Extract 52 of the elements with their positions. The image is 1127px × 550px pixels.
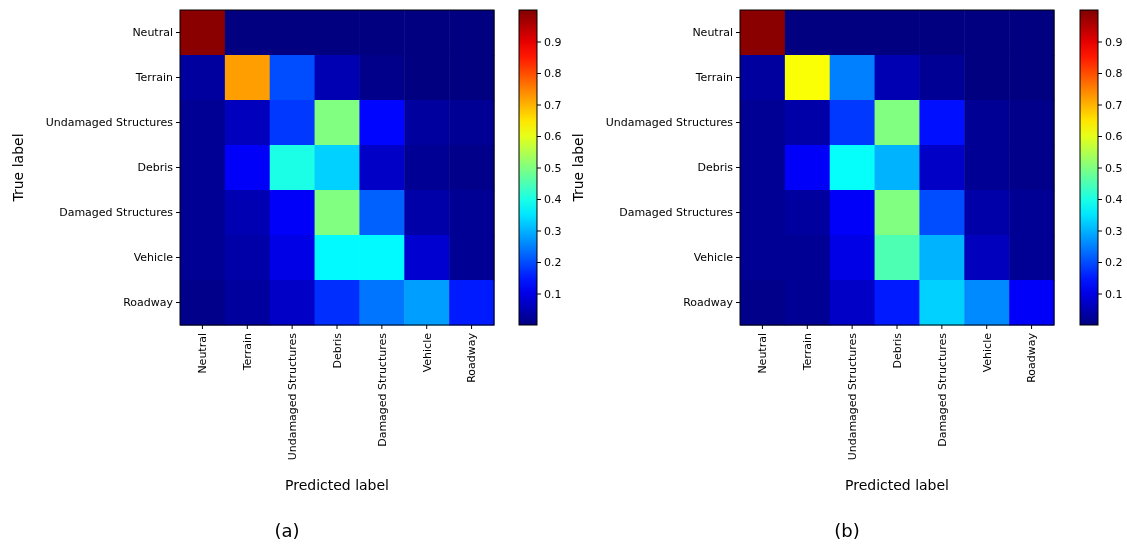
color-bar-label: 0.2 xyxy=(1105,256,1123,270)
x-axis-title: Predicted label xyxy=(284,477,390,493)
y-tick-label: Terrain xyxy=(134,71,174,85)
color-bar-label: 0.6 xyxy=(544,130,562,144)
x-tick-label: Damaged Structures xyxy=(375,332,389,447)
y-tick-label: Undamaged Structures xyxy=(605,116,734,130)
y-axis-title: True label xyxy=(10,133,26,203)
y-tick-label: Vehicle xyxy=(133,251,174,265)
x-tick-label: Vehicle xyxy=(420,332,434,373)
y-tick-label: Undamaged Structures xyxy=(45,116,174,130)
color-bar-label: 0.9 xyxy=(1105,35,1123,49)
color-bar-label: 0.9 xyxy=(544,35,562,49)
color-bar-label: 0.1 xyxy=(544,287,562,301)
color-bar-label: 0.5 xyxy=(544,161,562,175)
color-bar-label: 0.1 xyxy=(1105,287,1123,301)
color-bar-label: 0.2 xyxy=(544,256,562,270)
x-tick-label: Roadway xyxy=(1025,332,1039,383)
text: (a) xyxy=(274,520,300,541)
y-tick-label: Neutral xyxy=(692,26,733,40)
x-tick-label: Debris xyxy=(330,332,344,369)
y-tick-label: Damaged Structures xyxy=(619,206,734,220)
x-tick-label: Undamaged Structures xyxy=(845,332,859,461)
x-tick-label: Terrain xyxy=(241,332,255,372)
color-bar-label: 0.4 xyxy=(1105,193,1123,207)
color-bar-label: 0.4 xyxy=(544,193,562,207)
x-tick-label: Neutral xyxy=(756,333,770,374)
y-tick-label: Roadway xyxy=(123,296,174,310)
y-tick-label: Neutral xyxy=(132,26,173,40)
y-tick-label: Terrain xyxy=(694,71,734,85)
color-bar-label: 0.7 xyxy=(1105,98,1123,112)
y-tick-label: Roadway xyxy=(683,296,734,310)
y-tick-label: Vehicle xyxy=(693,251,734,265)
color-bar-label: 0.8 xyxy=(544,67,562,81)
text: (b) xyxy=(834,520,860,541)
x-tick-label: Terrain xyxy=(801,332,815,372)
color-bar-label: 0.7 xyxy=(544,98,562,112)
y-tick-label: Debris xyxy=(697,161,734,175)
x-tick-label: Undamaged Structures xyxy=(285,332,299,461)
x-tick-label: Vehicle xyxy=(980,332,994,373)
color-bar-label: 0.3 xyxy=(544,224,562,238)
x-tick-label: Roadway xyxy=(465,332,479,383)
color-bar-label: 0.8 xyxy=(1105,67,1123,81)
y-tick-label: Debris xyxy=(137,161,174,175)
x-tick-label: Neutral xyxy=(196,333,210,374)
color-bar-label: 0.6 xyxy=(1105,130,1123,144)
y-axis-title: True label xyxy=(570,133,586,203)
x-tick-label: Debris xyxy=(890,332,904,369)
color-bar-label: 0.5 xyxy=(1105,161,1123,175)
x-axis-title: Predicted label xyxy=(844,477,950,493)
color-bar-label: 0.3 xyxy=(1105,224,1123,238)
x-tick-label: Damaged Structures xyxy=(935,332,949,447)
y-tick-label: Damaged Structures xyxy=(59,206,174,220)
